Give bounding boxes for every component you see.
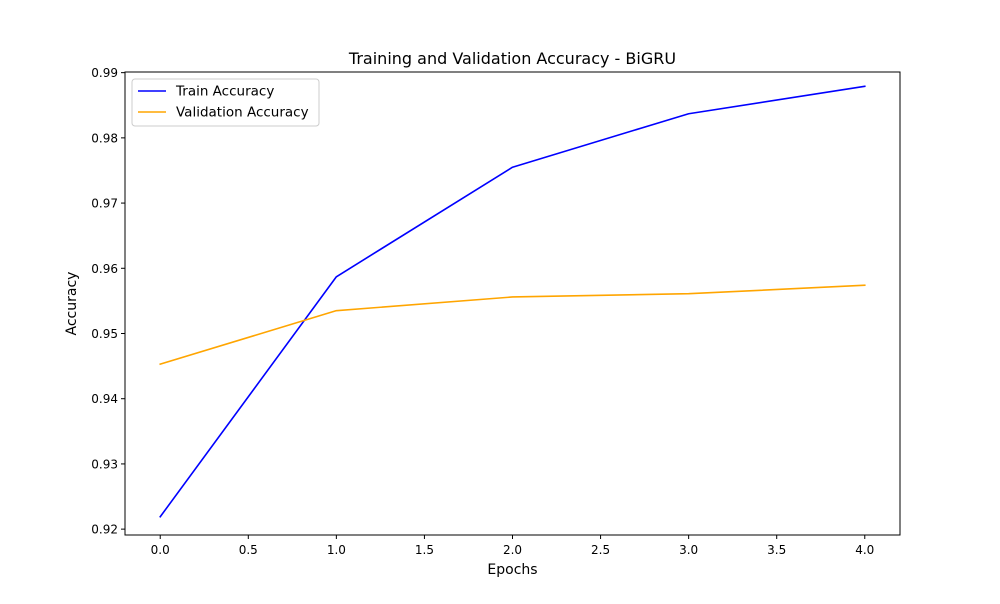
legend-entries: Train Accuracy Validation Accuracy	[138, 84, 309, 121]
x-axis-ticks: 0.0 0.5 1.0 1.5 2.0 2.5 3.0 3.5 4.0	[151, 535, 874, 557]
x-tick-label: 1.0	[327, 543, 346, 557]
y-tick-label: 0.95	[91, 327, 118, 341]
plot-area-frame	[124, 71, 901, 536]
x-axis-label: Epochs	[487, 562, 537, 578]
y-tick-label: 0.92	[91, 523, 118, 537]
y-tick-label: 0.98	[91, 131, 118, 145]
series-line-validation-accuracy	[159, 284, 866, 366]
y-tick-label: 0.96	[91, 262, 118, 276]
legend-label-train-accuracy: Train Accuracy	[175, 84, 274, 100]
chart-title: Training and Validation Accuracy - BiGRU	[348, 49, 676, 68]
y-axis-ticks: 0.92 0.93 0.94 0.95 0.96 0.97 0.98 0.99	[91, 66, 125, 537]
y-tick-label: 0.94	[91, 392, 118, 406]
x-tick-label: 3.5	[767, 543, 786, 557]
series-lines	[159, 85, 866, 518]
series-line-train-accuracy	[159, 85, 866, 518]
legend-box	[131, 78, 320, 127]
x-tick-label: 2.5	[591, 543, 610, 557]
x-tick-label: 2.0	[503, 543, 522, 557]
y-axis-label: Accuracy	[64, 272, 80, 336]
legend: Train Accuracy Validation Accuracy	[131, 78, 320, 127]
legend-label-validation-accuracy: Validation Accuracy	[176, 105, 309, 121]
y-tick-label: 0.93	[91, 457, 118, 471]
x-tick-label: 1.5	[415, 543, 434, 557]
x-tick-label: 3.0	[679, 543, 698, 557]
y-tick-label: 0.97	[91, 197, 118, 211]
y-tick-label: 0.99	[91, 66, 118, 80]
x-tick-label: 0.5	[239, 543, 258, 557]
x-tick-label: 4.0	[855, 543, 874, 557]
x-tick-label: 0.0	[151, 543, 170, 557]
